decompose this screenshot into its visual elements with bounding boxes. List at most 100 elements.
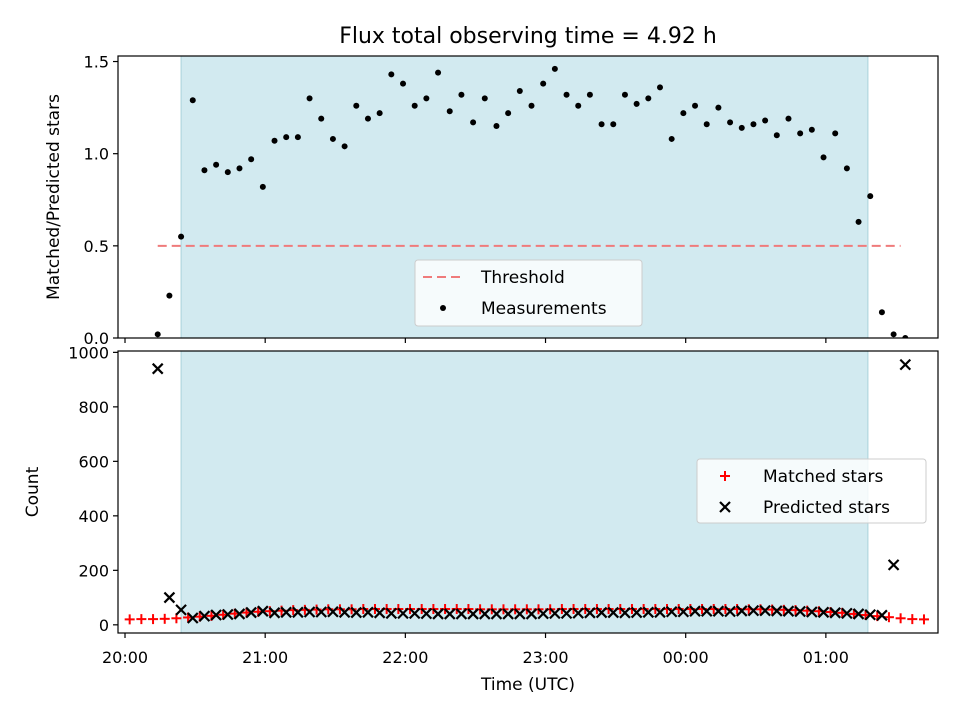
measurement-point — [762, 117, 769, 124]
legend-marker — [719, 501, 731, 513]
y-tick-label: 0 — [99, 616, 109, 635]
measurement-point — [283, 134, 290, 141]
predicted-point — [712, 605, 725, 617]
predicted-point — [350, 606, 363, 619]
measurement-point — [680, 110, 687, 117]
predicted-point — [864, 608, 877, 621]
x-axis-label: Time (UTC) — [480, 675, 575, 695]
predicted-point — [619, 607, 631, 619]
top-panel: 0.0 0.5 1.0 1.5 Matched/Predicted stars Thres… — [44, 53, 939, 348]
predicted-point — [467, 608, 479, 620]
y-tick-label: 600 — [78, 452, 109, 471]
predicted-point — [338, 606, 351, 619]
measurement-point — [400, 80, 407, 87]
predicted-point — [233, 608, 246, 620]
y-tick-label: 0.0 — [84, 329, 109, 348]
measurement-point — [166, 292, 173, 299]
matched-point — [907, 614, 918, 625]
measurement-point — [610, 121, 617, 128]
predicted-point — [502, 608, 514, 620]
predicted-point — [514, 608, 526, 620]
matched-point — [883, 612, 894, 623]
measurement-point — [446, 108, 453, 115]
predicted-point — [397, 607, 409, 620]
predicted-point — [525, 608, 538, 620]
measurement-point — [470, 119, 477, 126]
predicted-point — [759, 604, 771, 617]
predicted-point — [455, 608, 468, 620]
predicted-point — [186, 612, 199, 624]
predicted-point — [327, 605, 339, 618]
bottom-panel: 0 200 400 600 800 1000 20:00 21:00 22:00 23:00 00:… — [23, 343, 939, 667]
measurement-point — [808, 126, 815, 133]
legend: Matched stars Predicted stars — [696, 458, 927, 524]
measurement-point — [633, 100, 640, 107]
y-tick-label: 800 — [78, 398, 109, 417]
predicted-point — [408, 607, 421, 620]
predicted-point — [724, 605, 736, 618]
predicted-point — [245, 606, 257, 619]
measurement-point — [388, 71, 395, 78]
legend-item: Predicted stars — [719, 498, 890, 518]
legend-label: Measurements — [481, 299, 607, 319]
x-tick-label: 23:00 — [522, 648, 568, 667]
measurement-point — [435, 69, 442, 76]
predicted-point — [362, 606, 374, 619]
measurement-point — [353, 102, 360, 109]
measurement-point — [376, 110, 383, 117]
predicted-point — [537, 607, 549, 620]
predicted-point — [292, 606, 304, 619]
measurement-point — [575, 102, 582, 109]
predicted-point — [677, 605, 690, 618]
predicted-point — [163, 591, 176, 604]
predicted-point — [490, 608, 503, 620]
axes-frame — [117, 350, 939, 634]
measurement-point — [785, 115, 792, 122]
legend-box — [414, 259, 643, 327]
predicted-point — [700, 605, 713, 617]
predicted-point — [151, 362, 164, 375]
legend: Threshold Measurements — [414, 259, 643, 327]
measurement-point — [867, 193, 874, 200]
measurement-point — [890, 331, 897, 338]
predicted-point — [268, 607, 281, 619]
y-tick-label: 400 — [78, 507, 109, 526]
measurement-point — [738, 124, 745, 131]
predicted-point — [607, 606, 620, 619]
predicted-point — [303, 606, 316, 618]
predicted-point — [280, 606, 292, 619]
measurement-point — [692, 102, 699, 109]
measurement-point — [294, 134, 301, 141]
measurement-point — [329, 135, 336, 142]
predicted-point — [560, 607, 573, 620]
measurement-point — [306, 95, 313, 102]
chart-title: Flux total observing time = 4.92 h — [339, 24, 717, 49]
measurement-point — [551, 65, 558, 72]
measurement-point — [832, 130, 839, 137]
predicted-point — [841, 607, 853, 620]
predicted-point — [852, 608, 865, 620]
measurement-point — [201, 167, 208, 174]
measurement-point — [505, 110, 512, 117]
predicted-point — [899, 358, 912, 371]
predicted-point — [735, 605, 748, 617]
y-axis-label: Count — [23, 466, 43, 517]
plot-area — [154, 65, 909, 338]
measurement-point — [364, 115, 371, 122]
x-tick-label: 20:00 — [102, 648, 148, 667]
measurement-point — [878, 309, 885, 316]
predicted-point — [876, 609, 888, 622]
measurement-point — [902, 335, 909, 338]
measurement-point — [598, 121, 605, 128]
matched-point — [159, 613, 170, 624]
measurement-point — [248, 156, 255, 163]
measurement-point — [540, 80, 547, 87]
measurement-point — [189, 97, 196, 104]
legend-box — [696, 458, 927, 524]
y-tick-label: 1000 — [68, 343, 109, 362]
predicted-point — [222, 608, 234, 621]
predicted-point — [572, 607, 585, 619]
measurement-point — [715, 104, 722, 111]
predicted-point — [257, 605, 269, 617]
